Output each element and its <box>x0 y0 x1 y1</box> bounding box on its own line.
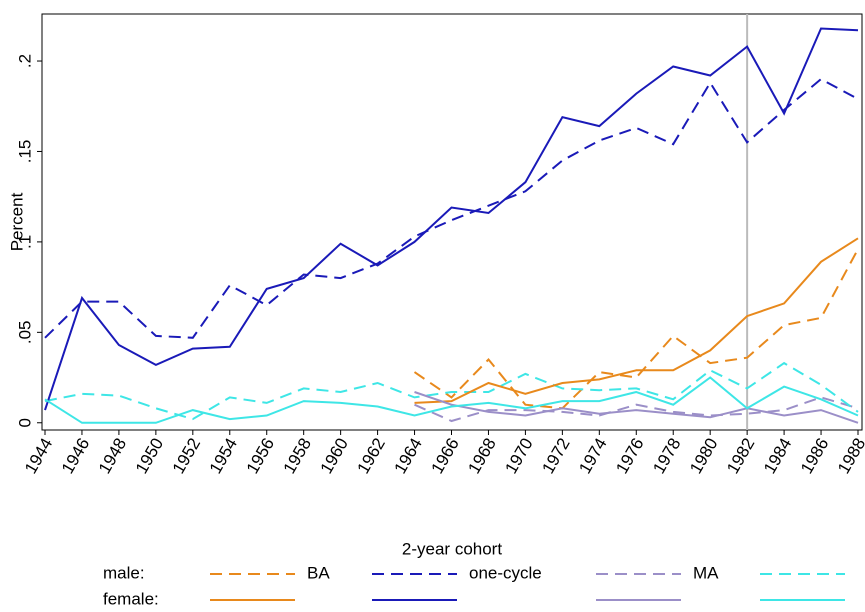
legend-label: BA <box>307 563 330 582</box>
series-line <box>414 391 859 424</box>
series-line <box>414 237 859 404</box>
y-tick-label: .15 <box>15 140 34 164</box>
x-tick-label: 1980 <box>686 435 721 477</box>
series-line <box>44 27 859 411</box>
x-tick-label: 1944 <box>21 435 56 477</box>
x-tick-label: 1956 <box>243 435 278 477</box>
x-axis-label: 2-year cohort <box>402 539 502 558</box>
x-tick-label: 1970 <box>501 435 536 477</box>
y-axis-label: Percent <box>7 192 26 251</box>
legend-row-label: male: <box>103 563 145 582</box>
x-tick-label: 1946 <box>58 435 93 477</box>
legend-label: one-cycle <box>469 563 542 582</box>
x-tick-label: 1950 <box>132 435 167 477</box>
series-line <box>44 361 859 421</box>
y-tick-label: .2 <box>15 54 34 68</box>
x-tick-label: 1952 <box>169 435 204 477</box>
x-tick-label: 1948 <box>95 435 130 477</box>
x-tick-label: 1962 <box>354 435 389 477</box>
series-line <box>44 376 859 424</box>
series-line <box>414 396 859 423</box>
x-tick-label: 1986 <box>797 435 832 477</box>
x-tick-label: 1984 <box>760 435 795 477</box>
x-tick-label: 1958 <box>280 435 315 477</box>
x-tick-label: 1974 <box>575 435 610 477</box>
legend-label: MA <box>693 563 719 582</box>
x-tick-label: 1982 <box>723 435 758 477</box>
x-tick-label: 1966 <box>427 435 462 477</box>
y-tick-label: .1 <box>15 235 34 249</box>
series-line <box>44 77 859 339</box>
x-tick-label: 1976 <box>612 435 647 477</box>
series-line <box>413 248 859 410</box>
x-tick-label: 1954 <box>206 435 241 477</box>
x-tick-label: 1972 <box>538 435 573 477</box>
x-tick-label: 1978 <box>649 435 684 477</box>
plot-frame <box>41 13 863 431</box>
x-tick-label: 1988 <box>834 435 865 477</box>
legend-row-label: female: <box>103 589 159 608</box>
y-tick-label: 0 <box>15 418 34 427</box>
x-tick-label: 1964 <box>391 435 426 477</box>
x-tick-label: 1960 <box>317 435 352 477</box>
x-tick-label: 1968 <box>464 435 499 477</box>
y-tick-label: .05 <box>15 321 34 345</box>
